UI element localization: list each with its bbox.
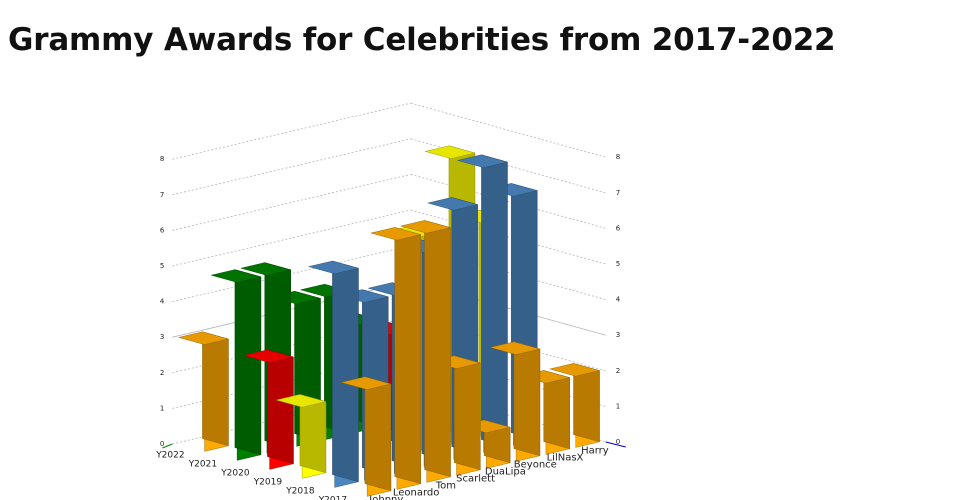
- bar-side-face: [454, 355, 481, 471]
- z-tick-label-right: 6: [616, 224, 621, 232]
- z-tick-label-left: 3: [160, 333, 164, 341]
- z-tick-label-left: 0: [160, 440, 164, 448]
- bar-top-face: [341, 376, 391, 390]
- chart-title: Grammy Awards for Celebrities from 2017-…: [8, 22, 836, 58]
- z-tick-label-right: 2: [616, 367, 620, 375]
- bar-top-face: [490, 341, 540, 355]
- bar-side-face: [394, 227, 421, 485]
- bar-side-face: [202, 331, 229, 447]
- bar-johnny-y2019: [276, 394, 327, 479]
- gridline: [172, 280, 411, 338]
- bar-top-face: [243, 349, 294, 363]
- celebrity-label: Johnny: [368, 495, 403, 500]
- z-tick-label-right: 8: [616, 153, 620, 161]
- z-tick-label-right: 3: [616, 331, 620, 339]
- bar-top-face: [211, 269, 261, 283]
- bar-side-face: [513, 341, 541, 457]
- gridline: [410, 174, 606, 229]
- year-label: Y2020: [220, 469, 250, 479]
- bar-top-face: [400, 220, 451, 234]
- z-tick-label-right: 5: [616, 260, 620, 268]
- bar-top-face: [276, 394, 326, 408]
- year-label: Y2021: [188, 460, 217, 470]
- bar-side-face: [424, 220, 451, 478]
- bar-side-face: [234, 269, 262, 456]
- celebrity-label: Leonardo: [393, 488, 440, 499]
- bar-leonardo-y2017: [370, 227, 421, 490]
- gridline: [172, 209, 411, 267]
- z-tick-label-left: 5: [160, 262, 164, 270]
- z-tick-label-left: 6: [160, 226, 165, 234]
- axis-line: [605, 441, 626, 448]
- gridline: [172, 174, 411, 231]
- bar-top-face: [549, 363, 600, 377]
- bar-tom-y2017: [400, 220, 451, 483]
- z-tick-label-left: 7: [160, 191, 164, 199]
- celebrity-label: Tom: [435, 481, 456, 492]
- bar-top-face: [425, 145, 475, 159]
- bar-side-face: [364, 376, 392, 492]
- gridline: [172, 102, 411, 160]
- z-tick-label-left: 8: [160, 155, 164, 163]
- bar-top-face: [457, 154, 508, 168]
- bar-johnny-y2021: [211, 269, 262, 461]
- bar-harry-y2017: [549, 363, 600, 448]
- celebrity-label: DuaLipa: [485, 467, 526, 478]
- bar-top-face: [240, 262, 291, 276]
- bar-johnny-y2017: [341, 376, 392, 497]
- z-tick-label-right: 1: [616, 402, 620, 410]
- bar-beyonce-y2018: [457, 154, 508, 453]
- bar-beyonce-y2017: [490, 341, 541, 462]
- bar-johnny-y2022: [178, 331, 229, 452]
- celebrity-label: Harry: [581, 446, 609, 457]
- year-label: Y2022: [155, 451, 184, 461]
- z-tick-label-left: 4: [160, 298, 165, 306]
- bar-top-face: [308, 260, 359, 275]
- bar-top-face: [370, 227, 421, 241]
- gridline: [172, 245, 411, 302]
- year-label: Y2017: [318, 496, 347, 500]
- z-tick-label-right: 4: [616, 296, 621, 304]
- bar-top-face: [427, 197, 478, 211]
- z-tick-label-right: 0: [616, 438, 620, 446]
- bar-johnny-y2018: [308, 260, 359, 488]
- year-label: Y2018: [285, 487, 315, 497]
- axis-line: [162, 443, 173, 449]
- bar-top-face: [178, 331, 229, 345]
- gridline: [410, 209, 606, 265]
- celebrity-label: Scarlett: [456, 474, 495, 485]
- gridline: [410, 102, 606, 158]
- celebrity-label: LilNasX: [547, 453, 584, 464]
- bar-side-face: [481, 154, 508, 448]
- year-label: Y2019: [253, 478, 283, 488]
- bar-side-face: [332, 260, 359, 483]
- celebrity-label: Beyonce: [514, 460, 557, 471]
- z-tick-label-left: 1: [160, 404, 164, 412]
- gridline: [172, 138, 411, 196]
- bar-scarlett-y2017: [430, 355, 481, 476]
- bar-side-face: [267, 349, 294, 465]
- z-tick-label-right: 7: [616, 189, 620, 197]
- bar-johnny-y2020: [243, 349, 294, 470]
- axis-labels: Y2017Y2018Y2019Y2020Y2021 Y2022 JohnnyLeon…: [155, 446, 609, 500]
- z-tick-label-left: 2: [160, 369, 164, 377]
- bars: [178, 145, 600, 497]
